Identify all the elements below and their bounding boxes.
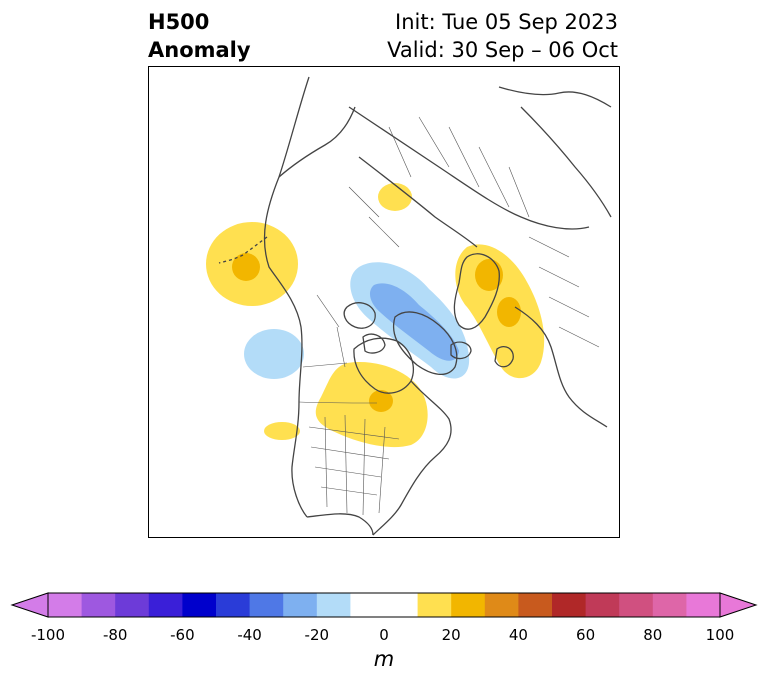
anomaly-greenland-trough (350, 262, 470, 379)
colorbar-tick-label: -20 (304, 626, 330, 644)
colorbar-tick-label: -40 (237, 626, 262, 644)
coastlines (218, 76, 612, 536)
colorbar-tick-label: 20 (441, 626, 461, 644)
chart-subtitle: Init: Tue 05 Sep 2023 Valid: 30 Sep – 06… (387, 8, 618, 64)
colorbar-under-arrow (10, 592, 49, 618)
colorbar-tick-label: -60 (170, 626, 195, 644)
anomaly-central-canada-ridge (264, 361, 428, 448)
colorbar-outline (47, 592, 721, 618)
colorbar-tick-label: 80 (643, 626, 663, 644)
colorbar-segment (249, 593, 284, 617)
colorbar-segment (585, 593, 620, 617)
anomaly-northern-siberia-ridge (378, 183, 412, 211)
colorbar-tick-label: 100 (705, 626, 735, 644)
colorbar-tick-label: 40 (508, 626, 528, 644)
colorbar-segment (484, 593, 519, 617)
political-borders (298, 116, 600, 516)
colorbar-segment (283, 593, 318, 617)
valid-period: Valid: 30 Sep – 06 Oct (387, 38, 618, 62)
colorbar-over-arrow (719, 592, 758, 618)
colorbar-segment (518, 593, 553, 617)
title-line-2: Anomaly (148, 38, 251, 62)
colorbar-segment (417, 593, 452, 617)
colorbar-segment (686, 593, 721, 617)
map-canvas (149, 67, 619, 537)
colorbar-tick-label: 60 (576, 626, 596, 644)
anomaly-pacific-northwest-trough (244, 329, 304, 379)
colorbar-segment (216, 593, 251, 617)
colorbar-tick-label: -100 (30, 626, 66, 644)
colorbar (10, 592, 758, 618)
colorbar-segment (115, 593, 150, 617)
colorbar-segment (652, 593, 687, 617)
colorbar-units-label: m (373, 647, 395, 671)
colorbar-segment (182, 593, 217, 617)
colorbar-tick-label: 0 (379, 626, 389, 644)
anomaly-northern-europe-ridge (455, 244, 545, 379)
init-date: Init: Tue 05 Sep 2023 (395, 10, 618, 34)
colorbar-segment (148, 593, 183, 617)
colorbar-segment (384, 593, 419, 617)
colorbar-segment (619, 593, 654, 617)
colorbar-segment (451, 593, 486, 617)
anomaly-map (148, 66, 620, 538)
colorbar-segment (350, 593, 385, 617)
title-line-1: H500 (148, 10, 210, 34)
colorbar-segment (316, 593, 351, 617)
colorbar-tick-label: -80 (102, 626, 128, 644)
colorbar-segment (48, 593, 83, 617)
chart-title: H500 Anomaly (148, 8, 251, 64)
colorbar-segment (81, 593, 116, 617)
anomaly-gulf-of-alaska-ridge (206, 222, 298, 306)
colorbar-segment (552, 593, 587, 617)
